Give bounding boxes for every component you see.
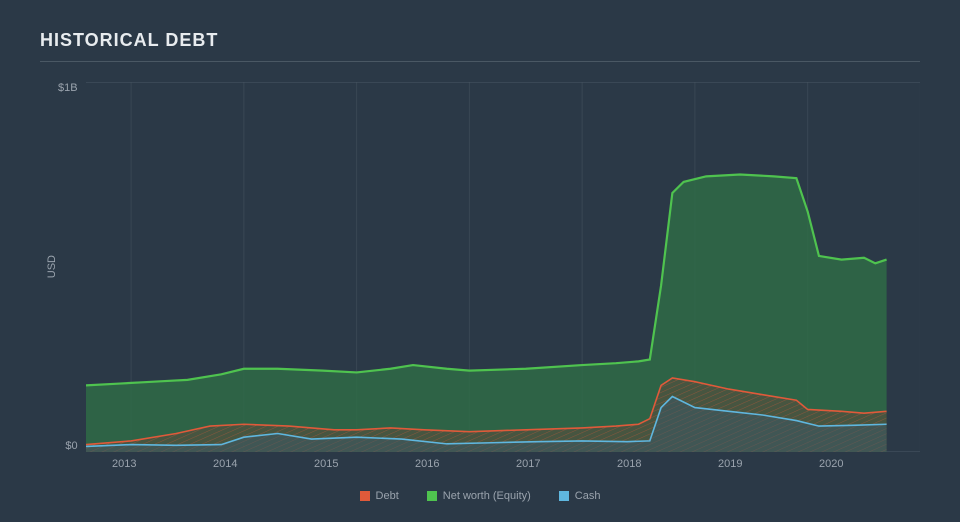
plot <box>86 82 920 452</box>
legend-label: Net worth (Equity) <box>443 490 531 502</box>
legend-swatch <box>427 491 437 501</box>
x-tick-label: 2016 <box>415 458 516 470</box>
x-tick-label: 2018 <box>617 458 718 470</box>
chart-container: HISTORICAL DEBT USD $1B$0 20132014201520… <box>0 0 960 522</box>
title-rule <box>40 61 920 62</box>
legend-swatch <box>559 491 569 501</box>
y-tick-label: $1B <box>58 82 78 94</box>
y-axis-ticks: $1B $0 <box>58 82 86 452</box>
chart-title: HISTORICAL DEBT <box>40 30 920 51</box>
x-tick-label: 2019 <box>718 458 819 470</box>
y-tick-label: $0 <box>65 440 77 452</box>
plot-area: USD $1B $0 <box>40 82 920 452</box>
x-tick-label: 2017 <box>516 458 617 470</box>
legend-item: Debt <box>360 490 399 502</box>
x-tick-label: 2014 <box>213 458 314 470</box>
legend: Debt Net worth (Equity) Cash <box>40 490 920 502</box>
legend-swatch <box>360 491 370 501</box>
x-tick-label: 2013 <box>112 458 213 470</box>
legend-item: Cash <box>559 490 601 502</box>
legend-item: Net worth (Equity) <box>427 490 531 502</box>
y-axis-label: USD <box>40 255 58 278</box>
chart-svg <box>86 82 920 452</box>
x-tick-label: 2015 <box>314 458 415 470</box>
legend-label: Cash <box>575 490 601 502</box>
legend-label: Debt <box>376 490 399 502</box>
x-axis-ticks: 20132014201520162017201820192020 <box>112 458 920 470</box>
x-tick-label: 2020 <box>819 458 920 470</box>
